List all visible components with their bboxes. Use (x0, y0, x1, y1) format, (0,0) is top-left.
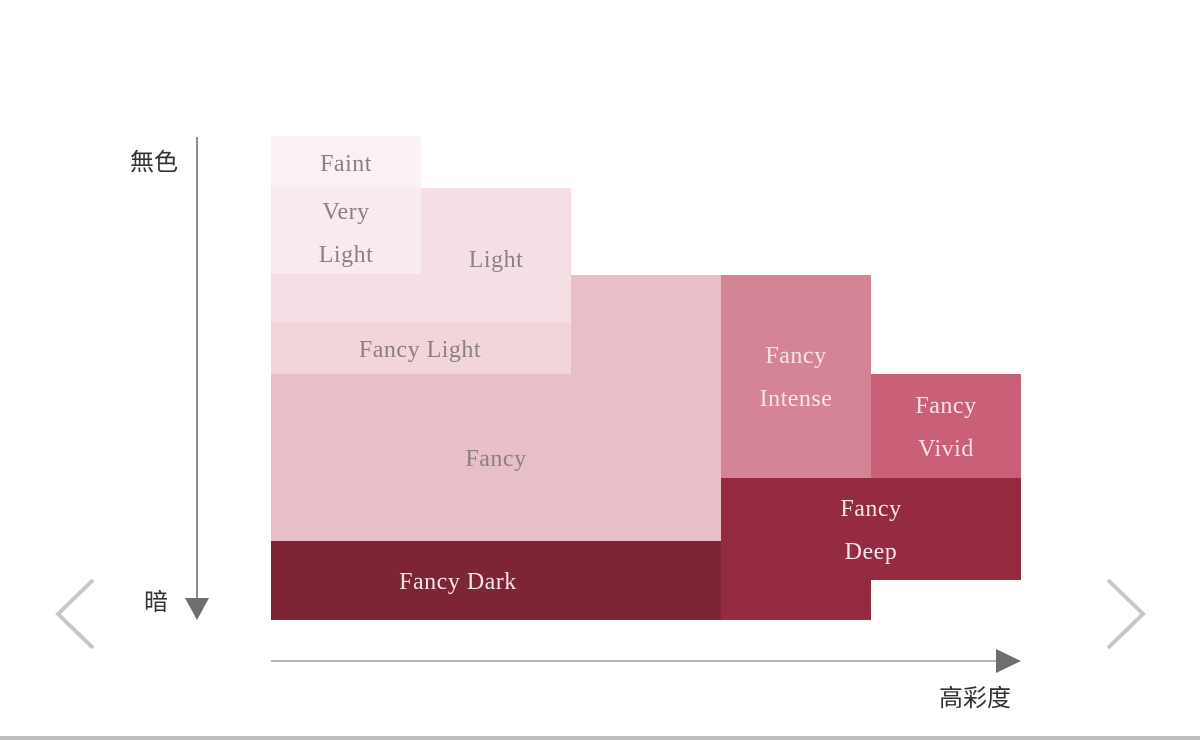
region-faint (271, 136, 421, 188)
label-fancy-vivid: Vivid (918, 436, 974, 462)
divider (0, 736, 1200, 740)
label-fancy-dark: Fancy Dark (399, 569, 517, 595)
label-fancy-vivid: Fancy (915, 393, 976, 419)
chevron-right-icon[interactable] (1106, 578, 1146, 650)
x-axis-label: 高彩度 (939, 684, 1011, 712)
next-button[interactable] (1106, 578, 1146, 650)
y-axis-top-label: 無色 (130, 148, 178, 176)
label-light: Light (469, 247, 524, 273)
x-axis-arrow-icon (996, 649, 1021, 673)
label-very-light: Light (319, 242, 374, 268)
label-fancy: Fancy (465, 446, 526, 472)
chevron-left-icon[interactable] (55, 578, 95, 650)
region-fancy-intense (721, 275, 871, 478)
region-fancy-light (271, 322, 571, 374)
region-fancy (271, 275, 721, 541)
region-light (271, 188, 571, 322)
region-very-light (271, 188, 421, 274)
y-axis-bottom-label: 暗 (144, 588, 168, 616)
region-fancy-deep (721, 478, 1021, 620)
y-axis-arrow-icon (185, 598, 209, 620)
label-fancy-intense: Fancy (765, 343, 826, 369)
label-very-light: Very (322, 199, 369, 225)
region-fancy-vivid (871, 374, 1021, 478)
label-fancy-light: Fancy Light (359, 337, 481, 363)
prev-button[interactable] (55, 578, 95, 650)
label-fancy-deep: Fancy (840, 496, 901, 522)
label-faint: Faint (320, 151, 372, 177)
region-fancy-dark (271, 541, 721, 620)
label-fancy-deep: Deep (845, 539, 898, 565)
label-fancy-intense: Intense (760, 386, 833, 412)
